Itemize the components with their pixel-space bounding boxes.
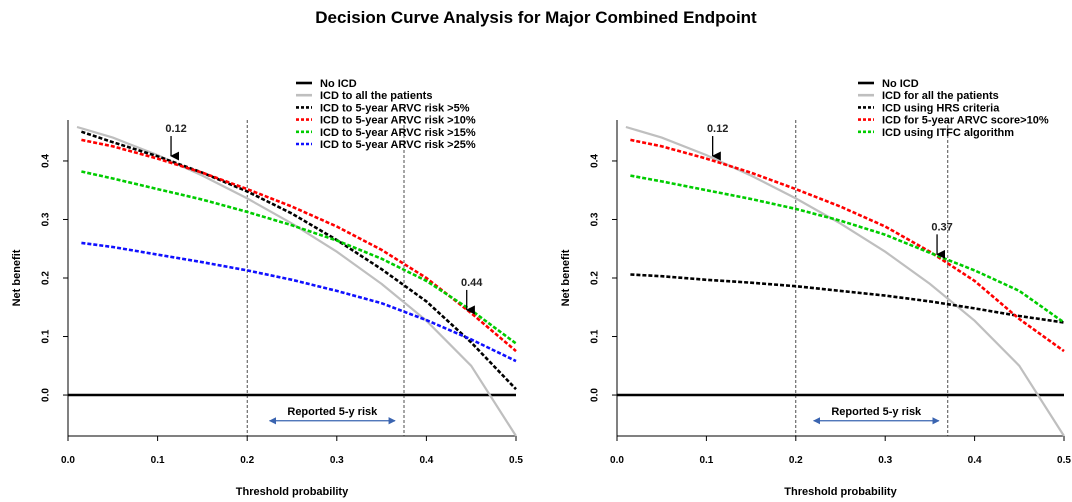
annotation-label: 0.12	[165, 123, 186, 135]
series-line-2	[625, 125, 1065, 437]
y-tick-label: 0.3	[590, 212, 601, 226]
y-tick-label: 0.3	[41, 212, 52, 226]
x-tick-label: 0.4	[968, 455, 982, 466]
legend-label: ICD to all the patients	[320, 90, 432, 102]
x-tick-label: 0.2	[240, 455, 254, 466]
legend-label: No ICD	[320, 78, 357, 90]
x-tick-label: 0.4	[419, 455, 433, 466]
series-line-5	[630, 174, 1065, 324]
y-tick-label: 0.1	[41, 329, 52, 343]
legend-label: ICD for all the patients	[882, 90, 999, 102]
y-tick-label: 0.0	[41, 388, 52, 402]
chart-panel-2: 0.0 0.1 0.2 0.3 0.4 0.5 0.0 0.1 0.2 0.3 0.4 Thresho…	[560, 78, 1071, 498]
y-axis-title: Net benefit	[560, 249, 572, 306]
legend-label: ICD for 5-year ARVC score>10%	[882, 115, 1049, 127]
series-line-3	[80, 130, 517, 391]
x-tick-label: 0.5	[509, 455, 523, 466]
x-tick-label: 0.0	[61, 455, 75, 466]
annotation-label: 0.44	[461, 277, 483, 289]
series-line-6	[81, 241, 517, 363]
y-tick-label: 0.4	[590, 154, 601, 168]
legend-label: No ICD	[882, 78, 919, 90]
chart-panel-1: 0.0 0.1 0.2 0.3 0.4 0.5 0.0 0.1 0.2 0.3 0.4 Thresho…	[11, 78, 523, 498]
y-tick-label: 0.1	[590, 329, 601, 343]
annotation-label: 0.37	[931, 221, 952, 233]
x-tick-label: 0.3	[330, 455, 344, 466]
x-tick-label: 0.0	[610, 455, 624, 466]
x-tick-label: 0.3	[878, 455, 892, 466]
y-tick-label: 0.2	[590, 271, 601, 285]
y-tick-label: 0.0	[590, 388, 601, 402]
chart-title: Decision Curve Analysis for Major Combin…	[315, 8, 757, 27]
series-line-2	[76, 125, 517, 437]
legend-label: ICD using ITFC algorithm	[882, 127, 1014, 139]
series-line-4	[630, 138, 1065, 353]
reported-risk-label: Reported 5-y risk	[831, 406, 922, 418]
legend-label: ICD to 5-year ARVC risk >15%	[320, 127, 476, 139]
legend-label: ICD to 5-year ARVC risk >5%	[320, 102, 470, 114]
series-line-5	[81, 170, 517, 345]
x-axis-title: Threshold probability	[236, 486, 349, 498]
x-tick-label: 0.2	[789, 455, 803, 466]
y-tick-label: 0.4	[41, 154, 52, 168]
x-tick-label: 0.5	[1057, 455, 1071, 466]
legend-label: ICD using HRS criteria	[882, 102, 1000, 114]
series-line-4	[81, 138, 517, 353]
annotation-label: 0.12	[707, 123, 728, 135]
y-axis-title: Net benefit	[11, 249, 23, 306]
legend-label: ICD to 5-year ARVC risk >25%	[320, 139, 476, 151]
series-line-3	[630, 273, 1065, 324]
legend-label: ICD to 5-year ARVC risk >10%	[320, 115, 476, 127]
reported-risk-label: Reported 5-y risk	[287, 406, 378, 418]
y-tick-label: 0.2	[41, 271, 52, 285]
x-tick-label: 0.1	[151, 455, 165, 466]
x-tick-label: 0.1	[699, 455, 713, 466]
x-axis-title: Threshold probability	[784, 486, 897, 498]
